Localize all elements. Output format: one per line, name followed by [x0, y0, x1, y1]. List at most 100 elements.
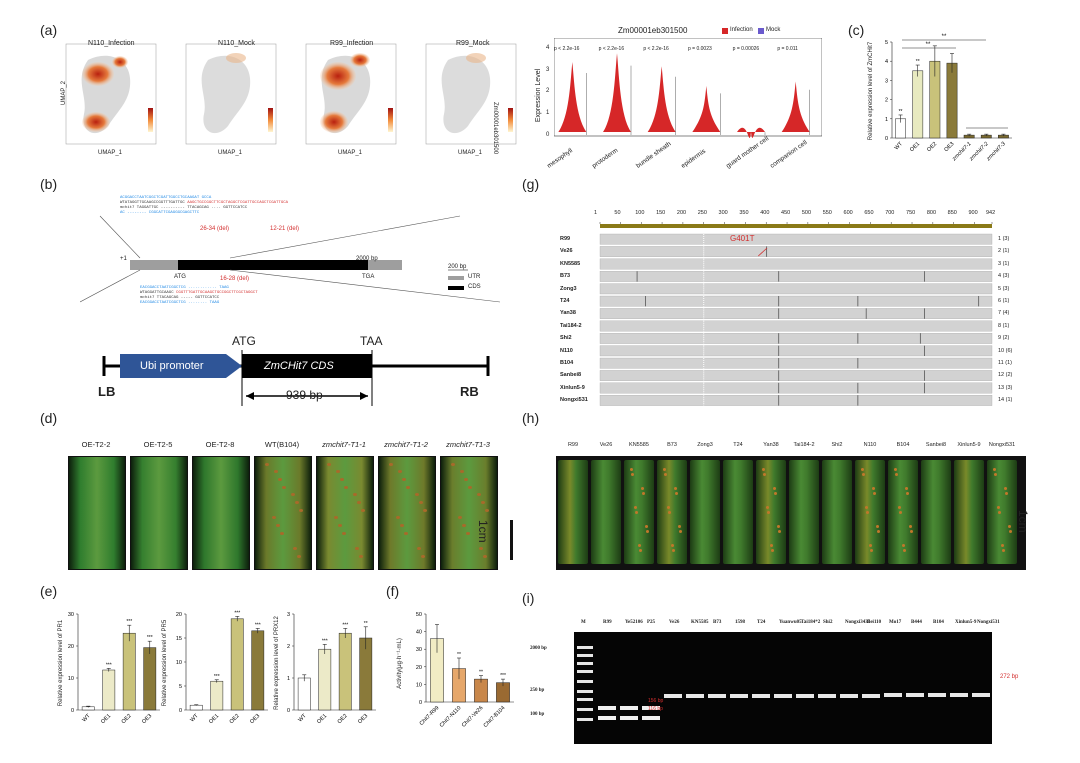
chart-c-ylabel: Relative expression level of ZmCHit7	[868, 41, 875, 141]
lesion-spot	[910, 530, 913, 533]
alignment-row-1	[599, 246, 993, 257]
lesion-spot	[667, 506, 670, 509]
pvalue-3: p = 0.0023	[688, 46, 712, 52]
chart-e2-ytick-1: 5	[179, 684, 182, 690]
lesion-spot	[483, 555, 487, 558]
lesion-spot	[477, 493, 481, 496]
panel-label-b: (b)	[40, 176, 58, 192]
lesion-spot	[774, 492, 777, 495]
seq-block-upper: ACGGACCTAATCGGCTCGATTGGCCTGCAAGAT GCCA W…	[120, 196, 289, 215]
gel-lane-7: 1598	[735, 620, 745, 625]
leaf-d-label-2: OE-T2-8	[205, 440, 235, 449]
chart-c-ytick-5: 5	[885, 40, 888, 46]
ruler-label-2: 100	[635, 210, 645, 216]
lesion-spot	[993, 468, 996, 471]
lesion-spot	[898, 506, 901, 509]
ruler-label-15: 750	[906, 210, 916, 216]
legend-mock-label: Mock	[766, 27, 781, 33]
lesion-spot	[293, 547, 297, 550]
gel-lane-11: Shi2	[823, 620, 833, 625]
leaf-h-photo-0	[558, 460, 588, 564]
line-name-1: Ve26	[560, 248, 573, 255]
lesion-spot	[646, 530, 649, 533]
leaf-h-label-7: Tai184-2	[793, 442, 815, 448]
lesion-spot	[342, 532, 346, 535]
lesion-spot	[272, 516, 276, 519]
lesion-spot	[903, 549, 906, 552]
gel-lane-12: Nongxi3435	[845, 620, 871, 625]
alignment-row-11	[599, 370, 993, 381]
marker-band-2	[577, 662, 593, 665]
chart-c-xlabel-1: OE1	[909, 141, 921, 153]
lesion-spot	[895, 473, 898, 476]
chart-e2-xlabel-3: OE3	[249, 713, 261, 725]
snp-label: G401T	[730, 234, 755, 243]
lesion-spot	[458, 516, 462, 519]
violin-infection-5	[781, 81, 810, 132]
lesion-spot	[423, 509, 427, 512]
lesion-spot	[771, 549, 774, 552]
gel-svg	[577, 646, 990, 721]
lesion-spot	[451, 463, 455, 466]
leaf-d-photo-3	[254, 456, 312, 570]
lesion-spot	[282, 486, 286, 489]
lesion-spot	[763, 473, 766, 476]
band-272-12	[840, 694, 858, 698]
band-156-label: 156 bp	[648, 698, 664, 704]
leaf-h-label-11: Sanbei8	[925, 442, 947, 448]
umap-title-3: R99_Infection	[330, 40, 374, 47]
ruler-label-3: 150	[656, 210, 666, 216]
chart-c-sig-bracket-1: **	[942, 34, 947, 40]
band-272-13	[862, 694, 880, 698]
panel-label-f: (f)	[386, 583, 400, 599]
marker-band-0	[577, 646, 593, 649]
leaf-h-label-10: B104	[896, 442, 910, 448]
chart-c-xlabel-0: WT	[894, 141, 905, 152]
deletion-label-1: 26-34 (del)	[200, 226, 230, 232]
lesion-spot	[396, 516, 400, 519]
lesion-spot	[994, 473, 997, 476]
lesion-spot	[357, 501, 361, 504]
line-name-4: Zong3	[560, 285, 577, 292]
gene-diagram-svg	[80, 215, 500, 303]
ruler-label-18: 900	[968, 210, 978, 216]
umap-title-2: N110_Mock	[218, 40, 255, 47]
lesion-spot	[295, 501, 299, 504]
alignment-row-3	[599, 271, 993, 282]
lesion-spot	[421, 555, 425, 558]
violin-infection-4	[737, 127, 765, 138]
lesion-spot	[297, 555, 301, 558]
lesion-spot	[773, 487, 776, 490]
lesion-spot	[873, 492, 876, 495]
leaf-d-photo-6	[440, 456, 498, 570]
leaf-h-photo-8	[822, 460, 852, 564]
chart-c-bar-3	[946, 62, 958, 139]
chart-f-ytick-0: 0	[419, 700, 422, 706]
line-name-12: Xinlun5-9	[560, 384, 585, 391]
lesion-spot	[398, 470, 402, 473]
lesion-spot	[631, 473, 634, 476]
chart-e1-sig-3: ***	[147, 635, 153, 641]
lesion-spot	[674, 487, 677, 490]
leaf-h-label-12: Xinlun5-9	[957, 442, 981, 448]
line-name-11: Sanbei8	[560, 372, 582, 379]
lesion-spot	[777, 525, 780, 528]
chart-c-sig-0: **	[899, 109, 903, 115]
chart-f-sig-3: ***	[500, 673, 506, 679]
gel-lane-9: Yuanwu05	[779, 620, 802, 625]
line-name-6: Yan38	[560, 310, 576, 317]
leaf-d-photo-5	[378, 456, 436, 570]
gel-lane-5: KN5585	[691, 620, 709, 625]
lesion-spot	[630, 468, 633, 471]
chart-e1-xlabel-3: OE3	[141, 713, 153, 725]
violin-svg	[554, 38, 822, 138]
lesion-spot	[899, 511, 902, 514]
legend-utr: UTR	[468, 274, 481, 280]
chart-c-ytick-2: 2	[885, 98, 888, 104]
haplotype-13: 14 (1)	[998, 397, 1013, 404]
ruler-label-10: 500	[801, 210, 812, 216]
charts-e-svg: 0102030WT***OE1***OE2***OE305101520WT***…	[68, 610, 376, 725]
lesion-spot	[327, 463, 331, 466]
band-272-7	[730, 694, 748, 698]
